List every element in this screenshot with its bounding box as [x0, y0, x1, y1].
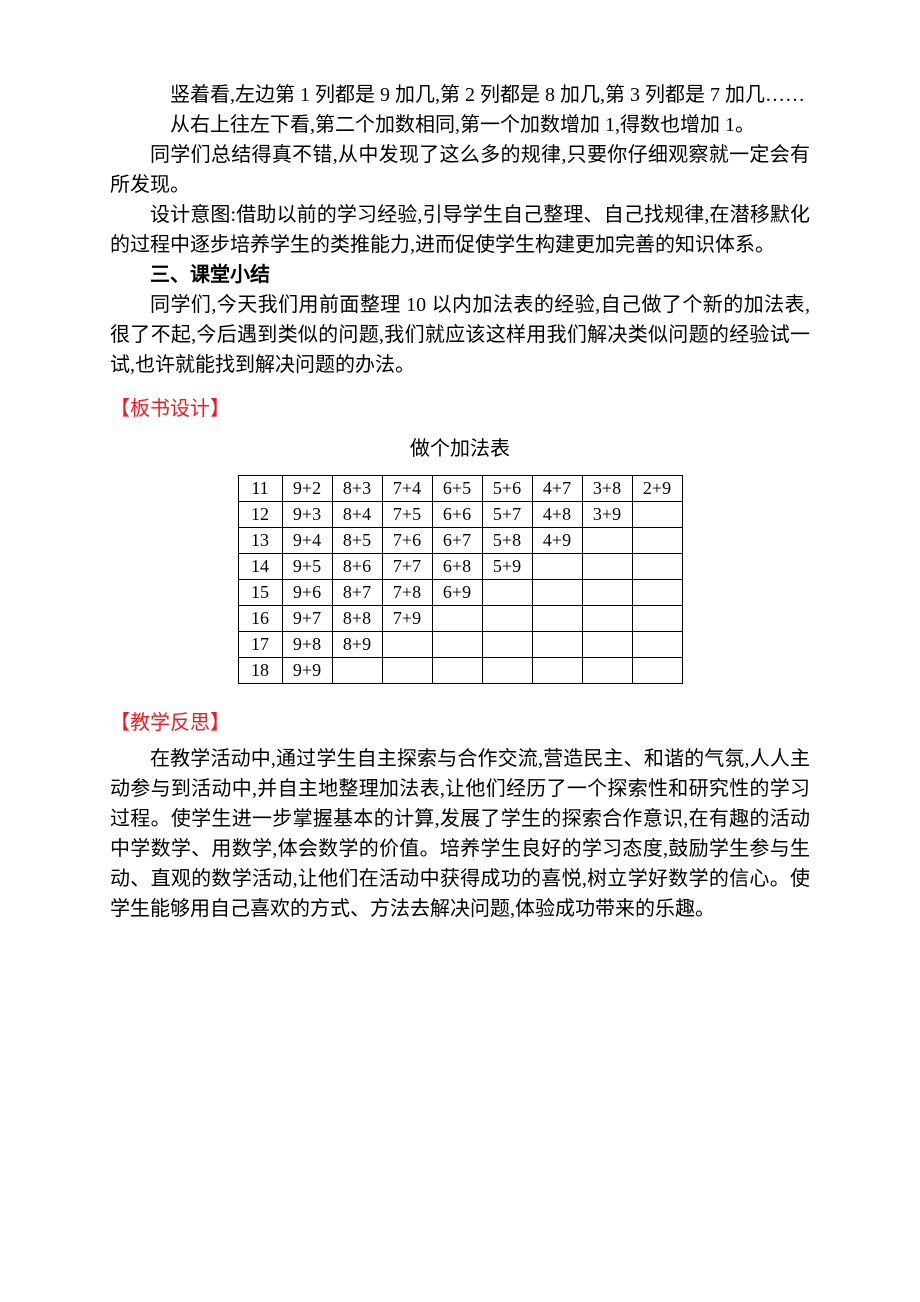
table-cell: 9+2	[282, 476, 332, 502]
table-cell	[432, 606, 482, 632]
table-cell	[632, 580, 682, 606]
table-cell	[482, 632, 532, 658]
table-cell: 8+3	[332, 476, 382, 502]
table-cell: 7+4	[382, 476, 432, 502]
table-cell: 7+9	[382, 606, 432, 632]
table-cell: 7+5	[382, 502, 432, 528]
table-cell: 7+7	[382, 554, 432, 580]
document-page: 竖着看,左边第 1 列都是 9 加几,第 2 列都是 8 加几,第 3 列都是 …	[0, 0, 920, 1024]
table-cell: 5+8	[482, 528, 532, 554]
paragraph-class-summary: 同学们,今天我们用前面整理 10 以内加法表的经验,自己做了个新的加法表,很了不…	[110, 290, 810, 380]
table-cell	[532, 606, 582, 632]
table-cell	[482, 606, 532, 632]
table-cell	[582, 632, 632, 658]
table-cell	[482, 658, 532, 684]
table-cell: 4+9	[532, 528, 582, 554]
table-cell	[632, 658, 682, 684]
table-cell: 6+9	[432, 580, 482, 606]
table-cell: 8+8	[332, 606, 382, 632]
table-cell: 18	[238, 658, 282, 684]
addition-table-body: 119+28+37+46+55+64+73+82+9129+38+47+56+6…	[238, 476, 682, 684]
table-cell: 13	[238, 528, 282, 554]
table-row: 179+88+9	[238, 632, 682, 658]
table-cell: 4+7	[532, 476, 582, 502]
table-cell: 9+9	[282, 658, 332, 684]
table-row: 119+28+37+46+55+64+73+82+9	[238, 476, 682, 502]
paragraph-vertical-rule: 竖着看,左边第 1 列都是 9 加几,第 2 列都是 8 加几,第 3 列都是 …	[110, 80, 810, 110]
table-cell: 6+5	[432, 476, 482, 502]
table-cell: 9+8	[282, 632, 332, 658]
table-cell: 11	[238, 476, 282, 502]
table-cell	[532, 580, 582, 606]
table-cell	[582, 528, 632, 554]
table-cell	[432, 632, 482, 658]
table-cell: 5+7	[482, 502, 532, 528]
table-cell: 8+6	[332, 554, 382, 580]
table-cell	[532, 658, 582, 684]
table-cell	[632, 606, 682, 632]
addition-table: 119+28+37+46+55+64+73+82+9129+38+47+56+6…	[238, 475, 683, 684]
table-cell	[582, 606, 632, 632]
table-cell: 14	[238, 554, 282, 580]
table-cell: 15	[238, 580, 282, 606]
table-cell	[632, 502, 682, 528]
table-cell: 16	[238, 606, 282, 632]
table-cell	[432, 658, 482, 684]
table-cell	[582, 580, 632, 606]
table-cell: 9+6	[282, 580, 332, 606]
table-row: 139+48+57+66+75+84+9	[238, 528, 682, 554]
table-cell: 12	[238, 502, 282, 528]
table-cell: 7+6	[382, 528, 432, 554]
table-row: 189+9	[238, 658, 682, 684]
addition-table-wrapper: 119+28+37+46+55+64+73+82+9129+38+47+56+6…	[110, 475, 810, 684]
heading-teaching-reflection: 【教学反思】	[110, 708, 810, 738]
table-cell: 6+8	[432, 554, 482, 580]
table-cell: 9+4	[282, 528, 332, 554]
table-cell: 9+5	[282, 554, 332, 580]
table-cell	[482, 580, 532, 606]
table-cell: 5+6	[482, 476, 532, 502]
paragraph-teaching-reflection: 在教学活动中,通过学生自主探索与合作交流,营造民主、和谐的气氛,人人主动参与到活…	[110, 744, 810, 924]
table-cell	[382, 632, 432, 658]
paragraph-design-intent: 设计意图:借助以前的学习经验,引导学生自己整理、自己找规律,在潜移默化的过程中逐…	[110, 200, 810, 260]
heading-class-summary: 三、课堂小结	[110, 260, 810, 290]
table-cell	[532, 632, 582, 658]
table-cell: 9+7	[282, 606, 332, 632]
table-cell: 4+8	[532, 502, 582, 528]
paragraph-diagonal-rule: 从右上往左下看,第二个加数相同,第一个加数增加 1,得数也增加 1。	[110, 110, 810, 140]
table-cell	[582, 658, 632, 684]
table-cell: 8+4	[332, 502, 382, 528]
table-cell: 7+8	[382, 580, 432, 606]
table-cell	[632, 554, 682, 580]
table-row: 129+38+47+56+65+74+83+9	[238, 502, 682, 528]
table-cell	[532, 554, 582, 580]
table-cell: 8+5	[332, 528, 382, 554]
paragraph-summary-praise: 同学们总结得真不错,从中发现了这么多的规律,只要你仔细观察就一定会有所发现。	[110, 140, 810, 200]
table-cell: 8+9	[332, 632, 382, 658]
table-cell	[632, 632, 682, 658]
table-cell: 17	[238, 632, 282, 658]
table-cell: 5+9	[482, 554, 532, 580]
table-row: 149+58+67+76+85+9	[238, 554, 682, 580]
table-cell: 9+3	[282, 502, 332, 528]
table-cell: 2+9	[632, 476, 682, 502]
table-cell: 6+7	[432, 528, 482, 554]
table-cell	[382, 658, 432, 684]
table-title: 做个加法表	[110, 432, 810, 461]
table-row: 159+68+77+86+9	[238, 580, 682, 606]
table-row: 169+78+87+9	[238, 606, 682, 632]
table-cell	[632, 528, 682, 554]
table-cell: 3+9	[582, 502, 632, 528]
table-cell: 6+6	[432, 502, 482, 528]
heading-board-design: 【板书设计】	[110, 394, 810, 424]
table-cell	[582, 554, 632, 580]
table-cell: 8+7	[332, 580, 382, 606]
table-cell: 3+8	[582, 476, 632, 502]
table-cell	[332, 658, 382, 684]
